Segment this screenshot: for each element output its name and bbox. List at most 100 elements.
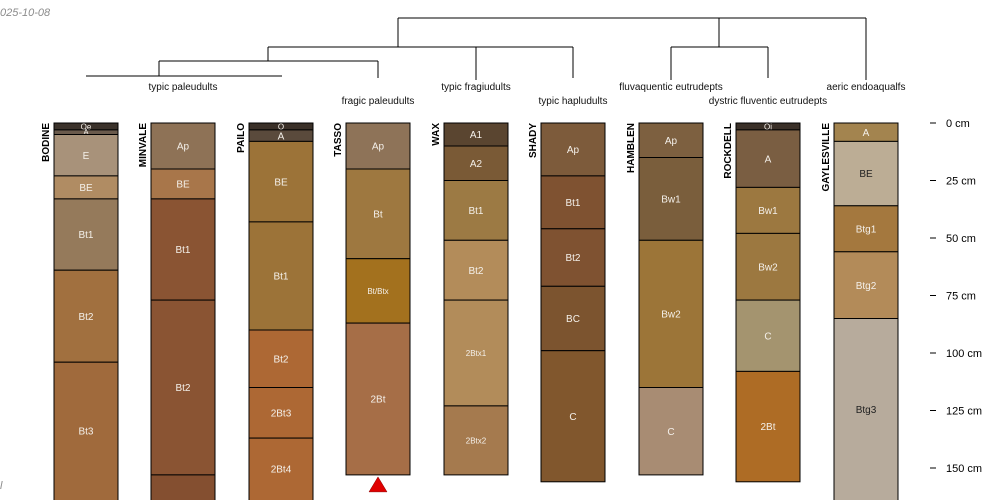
axis-tick-label: 125 cm <box>946 406 982 418</box>
horizon-label: 2Bt <box>760 422 775 433</box>
horizon-tasso-2bt <box>345 322 411 476</box>
horizon-rockdell-c <box>735 299 801 372</box>
horizon-rockdell-a <box>735 129 801 188</box>
horizon-label: BC <box>566 314 580 325</box>
horizon-label: Bt2 <box>468 266 483 277</box>
horizon-label: A1 <box>470 130 483 141</box>
axis-tick-label: 50 cm <box>946 233 976 245</box>
horizon-label: Bt2 <box>565 253 580 264</box>
horizon-label: Bw1 <box>661 195 681 206</box>
horizon-label: Oe <box>81 122 92 131</box>
horizon-label: Btg2 <box>856 281 877 292</box>
horizon-label: BE <box>274 177 288 188</box>
horizon-wax-a2 <box>443 145 509 181</box>
horizon-label: Ap <box>665 136 678 147</box>
horizon-wax-2btx1 <box>443 299 509 407</box>
horizon-bodine-bt1 <box>53 198 119 271</box>
axis-tick-label: 0 cm <box>946 118 970 130</box>
taxon-label-fragic-paleudults: fragic paleudults <box>342 96 415 107</box>
horizon-hamblen-bw2 <box>638 239 704 388</box>
horizon-rockdell-bw2 <box>735 232 801 301</box>
profile-name: MINVALE <box>138 123 149 168</box>
horizon-label: Bt1 <box>565 198 580 209</box>
horizon-label: Ap <box>567 145 580 156</box>
profile-pailo: OA BE Bt1 Bt2 2Bt3 2Bt4 PAILO <box>236 122 314 500</box>
horizon-rockdell-2bt <box>735 370 801 483</box>
profile-name: PAILO <box>236 123 247 153</box>
profile-shady: Ap Bt1 Bt2 BC C SHADY <box>528 122 606 483</box>
horizon-label: Bt2 <box>175 383 190 394</box>
horizon-pailo-2bt4 <box>248 437 314 500</box>
horizon-label: 2Bt3 <box>271 408 292 419</box>
axis-tick-label: 100 cm <box>946 348 982 360</box>
horizon-hamblen-bw1 <box>638 157 704 241</box>
horizon-label: Ap <box>372 142 385 153</box>
horizon-pailo-be <box>248 140 314 223</box>
horizon-bodine-e <box>53 134 119 177</box>
taxon-label-dystric-fluventic-eutrudepts: dystric fluventic eutrudepts <box>709 96 827 107</box>
profile-name: TASSO <box>333 123 344 157</box>
horizon-label: 2Bt4 <box>271 465 292 476</box>
horizon-label: C <box>764 331 771 342</box>
horizon-shady-ap <box>540 122 606 177</box>
horizon-label: 2Btx1 <box>466 349 487 358</box>
profile-name: BODINE <box>41 123 52 162</box>
taxon-label-typic-fragiudults: typic fragiudults <box>441 82 510 93</box>
profile-name: WAX <box>431 123 442 146</box>
profile-tasso: Ap Bt Bt/Btx 2Bt TASSO <box>333 122 411 493</box>
horizon-label: BE <box>176 180 190 191</box>
horizon-pailo-bt1 <box>248 221 314 331</box>
horizon-wax-bt1 <box>443 180 509 241</box>
horizon-wax-2btx2 <box>443 405 509 476</box>
horizon-label: Ap <box>177 142 190 153</box>
horizon-label: Bt <box>373 209 383 220</box>
taxon-label-typic-hapludults: typic hapludults <box>539 96 608 107</box>
horizon-shady-bc <box>540 285 606 352</box>
taxon-label-fluvaquentic-eutrudepts: fluvaquentic eutrudepts <box>619 82 722 93</box>
horizon-label: Bt3 <box>78 427 93 438</box>
horizon-label: Bt/Btx <box>367 287 388 296</box>
horizon-shady-c <box>540 350 606 483</box>
horizon-shady-bt2 <box>540 228 606 287</box>
horizon-pailo-bt2 <box>248 329 314 388</box>
horizon-label: Bt1 <box>273 272 288 283</box>
horizon-minvale-be <box>150 168 216 200</box>
profile-minvale: Ap BE Bt1 Bt2 MINVALE <box>138 122 216 500</box>
depth-limit-marker <box>368 476 388 493</box>
horizon-label: 2Bt <box>370 395 385 406</box>
horizon-label: A <box>765 154 772 165</box>
taxon-label-aeric-endoaqualfs: aeric endoaqualfs <box>827 82 906 93</box>
profile-bodine: OeA E BE Bt1 Bt2 Bt3 BODINE <box>41 122 119 500</box>
horizon-label: O <box>278 122 284 131</box>
horizon-label: C <box>569 412 576 423</box>
horizon-minvale-bt1 <box>150 198 216 301</box>
horizon-label: E <box>83 151 90 162</box>
taxon-label-typic-paleudults: typic paleudults <box>149 82 218 93</box>
taxa-labels: typic paleudults fragic paleudults typic f… <box>149 82 906 107</box>
horizon-label: Bw1 <box>758 206 778 217</box>
horizon-label: A2 <box>470 159 483 170</box>
horizon-label: Bw2 <box>661 310 681 321</box>
depth-axis: 0 cm 25 cm 50 cm 75 cm 100 cm 125 cm 150 cm <box>930 118 982 475</box>
horizon-label: Btg3 <box>856 405 877 416</box>
horizon-minvale-layer-4 <box>150 474 216 500</box>
profile-name: GAYLESVILLE <box>821 123 832 192</box>
dendrogram <box>86 17 867 80</box>
horizon-bodine-bt3 <box>53 361 119 500</box>
profile-name: HAMBLEN <box>626 123 637 173</box>
horizon-wax-bt2 <box>443 239 509 301</box>
horizon-label: A <box>83 128 89 137</box>
horizon-label: Bw2 <box>758 262 778 273</box>
horizon-pailo-2bt3 <box>248 387 314 439</box>
profile-wax: A1 A2 Bt1 Bt2 2Btx1 2Btx2 WAX <box>431 122 509 476</box>
horizon-label: Bt1 <box>468 206 483 217</box>
date-stamp: 025-10-08 <box>0 7 51 19</box>
horizon-label: C <box>667 427 674 438</box>
horizon-hamblen-ap <box>638 122 704 158</box>
profile-hamblen: Ap Bw1 Bw2 C HAMBLEN <box>626 122 704 476</box>
horizon-label: Btg1 <box>856 224 877 235</box>
horizon-minvale-bt2 <box>150 299 216 476</box>
footer-fragment: l <box>0 480 3 492</box>
horizon-label: Bt1 <box>78 230 93 241</box>
